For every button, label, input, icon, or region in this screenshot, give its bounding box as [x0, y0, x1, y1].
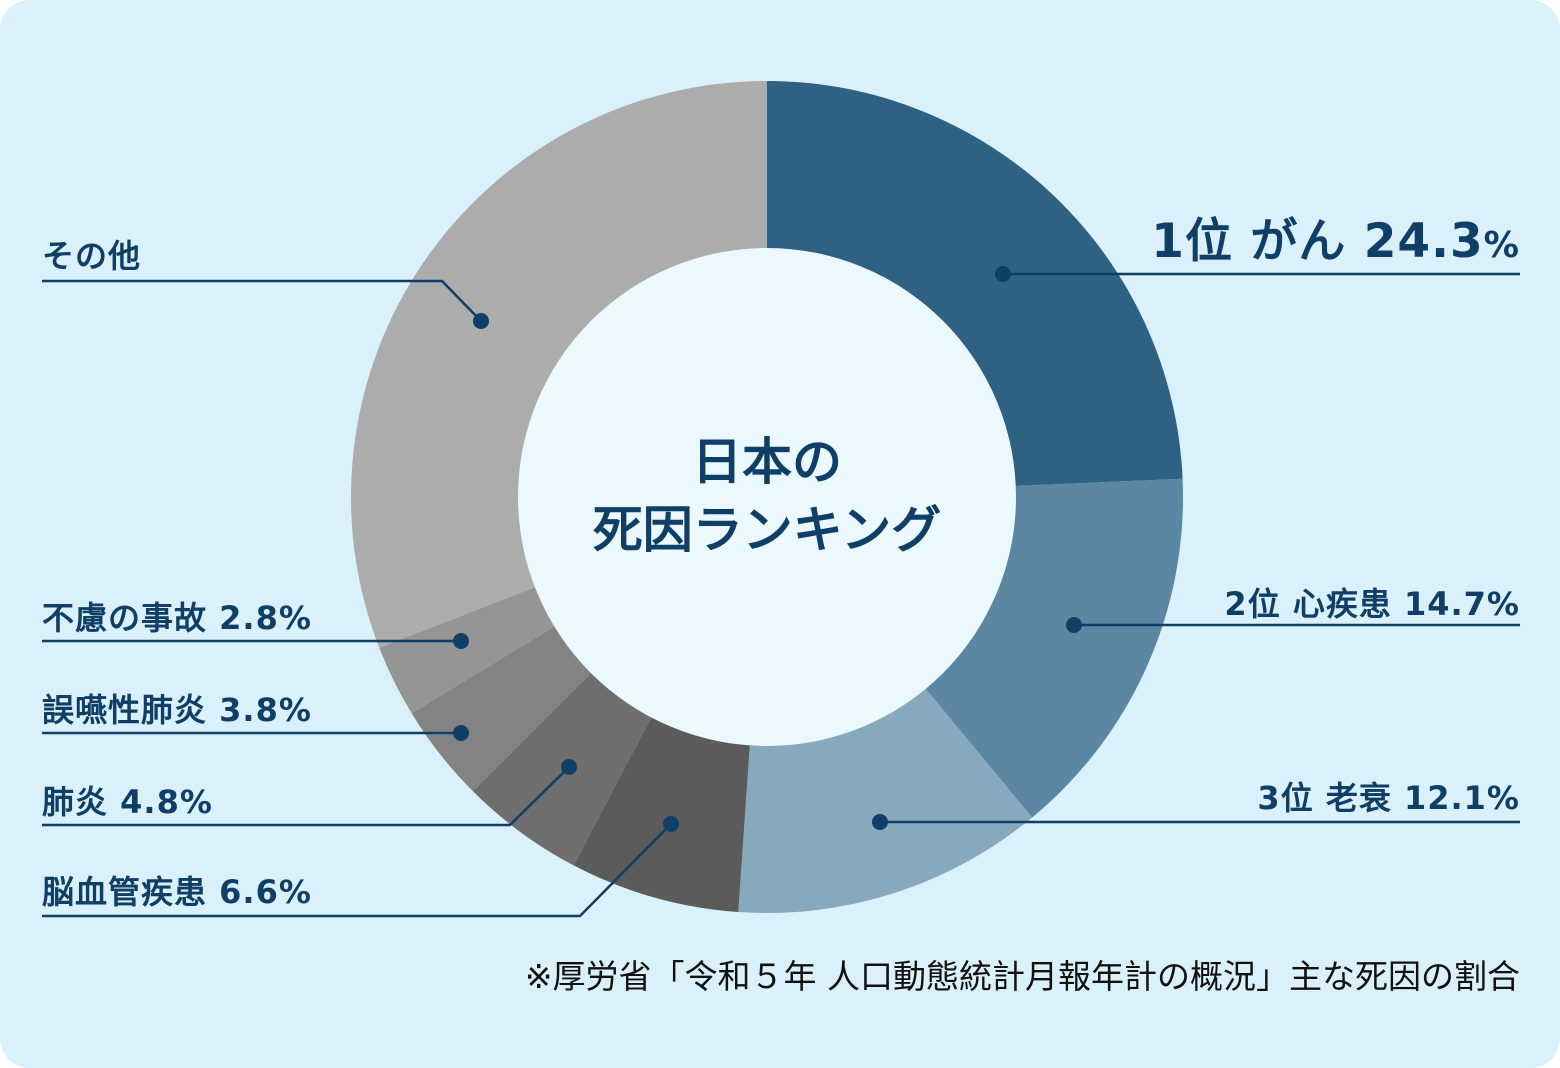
label-cancer-value: 24.3 — [1363, 214, 1484, 269]
leader-other — [42, 279, 482, 322]
source-note: ※厚労省「令和５年 人口動態統計月報年計の概況」主な死因の割合 — [524, 957, 1520, 996]
label-cerebro: 脳血管疾患 6.6% — [42, 873, 312, 911]
center-title-line2: 死因ランキング — [592, 500, 942, 559]
donut-segment-0 — [767, 81, 1183, 489]
dot-aspiration — [453, 725, 469, 741]
dot-pneumonia — [561, 759, 577, 775]
label-accident: 不慮の事故 2.8% — [42, 599, 312, 637]
center-title: 日本の 死因ランキング — [517, 428, 1017, 564]
label-cancer: 1位 がん 24.3% — [1151, 214, 1520, 274]
label-cancer-name: がん — [1250, 214, 1347, 269]
leader-dots — [453, 266, 1082, 832]
center-title-line1: 日本の — [692, 432, 842, 491]
dot-senility — [872, 814, 888, 830]
label-aspiration: 誤嚥性肺炎 3.8% — [42, 691, 312, 729]
dot-heart — [1066, 617, 1082, 633]
label-cancer-rank: 1位 — [1151, 214, 1233, 269]
donut-hole — [518, 248, 1016, 746]
leader-cerebro — [42, 823, 672, 918]
dot-cancer — [995, 266, 1011, 282]
label-cancer-unit: % — [1483, 225, 1520, 266]
dot-accident — [453, 633, 469, 649]
dot-other — [473, 313, 489, 329]
dot-cerebro — [663, 816, 679, 832]
label-senility: 3位 老衰 12.1% — [1257, 779, 1520, 817]
label-other: その他 — [42, 237, 142, 275]
label-heart: 2位 心疾患 14.7% — [1224, 585, 1520, 623]
leader-pneumonia — [42, 766, 570, 827]
donut-segment-6 — [379, 569, 597, 714]
leader-lines — [42, 272, 1520, 918]
label-pneumonia: 肺炎 4.8% — [42, 783, 213, 821]
